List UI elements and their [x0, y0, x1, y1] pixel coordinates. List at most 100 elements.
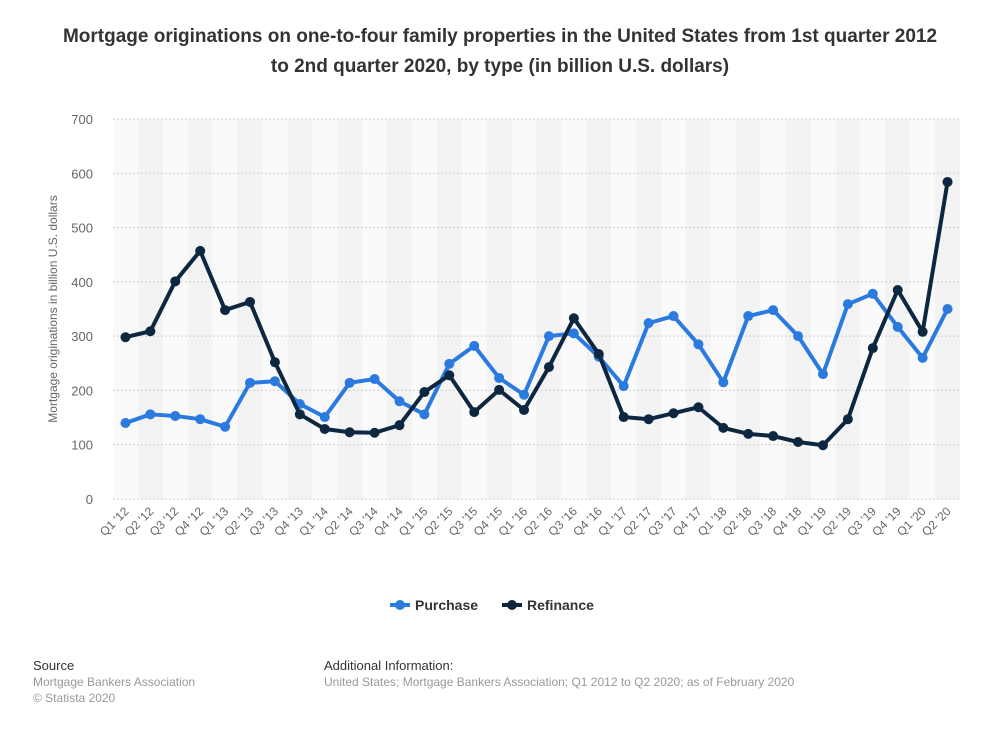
refinance-point: [718, 422, 729, 433]
column-band: [860, 119, 886, 499]
column-band: [685, 119, 711, 499]
purchase-point: [743, 311, 754, 322]
y-tick-label: 400: [71, 275, 93, 290]
chart-title: Mortgage originations on one-to-four fam…: [62, 26, 938, 77]
x-tick-label: Q2 '20: [919, 504, 954, 539]
purchase-point: [917, 352, 928, 363]
column-band: [661, 119, 686, 499]
purchase-point: [718, 377, 729, 388]
purchase-point: [543, 331, 554, 342]
purchase-point: [220, 421, 231, 432]
source-block: Source Mortgage Bankers Association © St…: [33, 658, 195, 706]
refinance-point: [668, 408, 679, 419]
purchase-line: [124, 291, 950, 429]
refinance-point: [419, 387, 430, 398]
column-band: [611, 119, 637, 499]
column-band: [411, 119, 437, 499]
column-band: [337, 119, 363, 499]
purchase-point: [269, 376, 280, 387]
purchase-point: [394, 396, 405, 407]
purchase-point: [693, 339, 704, 350]
refinance-point: [394, 420, 405, 431]
column-band: [636, 119, 662, 499]
refinance-point: [743, 428, 754, 439]
column-band: [113, 119, 138, 499]
refinance-point: [220, 305, 231, 316]
y-tick-label: 100: [71, 438, 93, 453]
purchase-point: [494, 372, 505, 383]
refinance-point: [867, 343, 878, 354]
refinance-point: [294, 409, 305, 420]
purchase-point: [568, 328, 579, 339]
y-tick-label: 700: [71, 112, 93, 127]
refinance-point: [892, 285, 903, 295]
refinance-point: [120, 332, 131, 343]
refinance-point: [369, 427, 380, 438]
refinance-point: [793, 437, 804, 447]
column-band: [910, 119, 936, 499]
refinance-point: [195, 245, 206, 256]
additional-info-block: Additional Information: United States; M…: [324, 658, 794, 690]
refinance-point: [494, 384, 505, 395]
column-band: [735, 119, 761, 499]
column-band: [561, 119, 587, 499]
column-band: [362, 119, 388, 499]
refinance-point: [817, 440, 828, 451]
y-tick-label: 600: [71, 166, 93, 181]
refinance-legend-label: Refinance: [527, 597, 594, 613]
refinance-point: [170, 276, 181, 287]
column-band: [436, 119, 462, 499]
refinance-point: [917, 326, 928, 337]
refinance-point: [593, 349, 604, 360]
column-band: [536, 119, 562, 499]
refinance-point: [942, 176, 953, 187]
column-band: [387, 119, 412, 499]
purchase-point: [768, 305, 779, 316]
refinance-point: [618, 412, 629, 423]
refinance-point: [269, 357, 280, 368]
y-axis-label: Mortgage originations in billion U.S. do…: [46, 195, 60, 422]
purchase-point: [643, 318, 654, 329]
purchase-point: [469, 340, 480, 351]
column-band: [137, 119, 163, 499]
column-band: [710, 119, 736, 499]
purchase-legend-label: Purchase: [415, 597, 478, 613]
column-band: [312, 119, 338, 499]
refinance-point: [319, 423, 330, 434]
purchase-point: [867, 288, 878, 299]
column-band: [287, 119, 313, 499]
refinance-point: [842, 414, 853, 425]
purchase-point: [344, 377, 355, 388]
info-heading: Additional Information:: [324, 658, 454, 673]
refinance-point: [469, 407, 480, 418]
purchase-point: [369, 374, 380, 385]
refinance-point: [145, 326, 156, 337]
purchase-point: [668, 311, 679, 322]
purchase-point: [793, 331, 804, 342]
y-tick-label: 300: [71, 329, 93, 344]
copyright-line: © Statista 2020: [33, 691, 116, 705]
y-tick-label: 0: [86, 492, 93, 507]
purchase-point: [145, 409, 156, 420]
refinance-point: [568, 313, 579, 324]
purchase-point: [319, 412, 330, 423]
column-band: [785, 119, 811, 499]
purchase-point: [419, 409, 430, 420]
refinance-point: [643, 414, 654, 425]
refinance-legend-marker: [507, 600, 517, 610]
purchase-point: [120, 418, 131, 428]
column-band: [237, 119, 263, 499]
refinance-point: [344, 427, 355, 438]
column-band: [486, 119, 512, 499]
purchase-point: [444, 358, 455, 369]
refinance-point: [768, 431, 779, 442]
column-band: [187, 119, 213, 499]
y-tick-label: 500: [71, 221, 93, 236]
y-tick-label: 200: [71, 383, 93, 398]
purchase-point: [618, 381, 629, 392]
refinance-line: [124, 181, 950, 448]
purchase-point: [195, 414, 206, 425]
info-text: United States; Mortgage Bankers Associat…: [324, 675, 795, 689]
